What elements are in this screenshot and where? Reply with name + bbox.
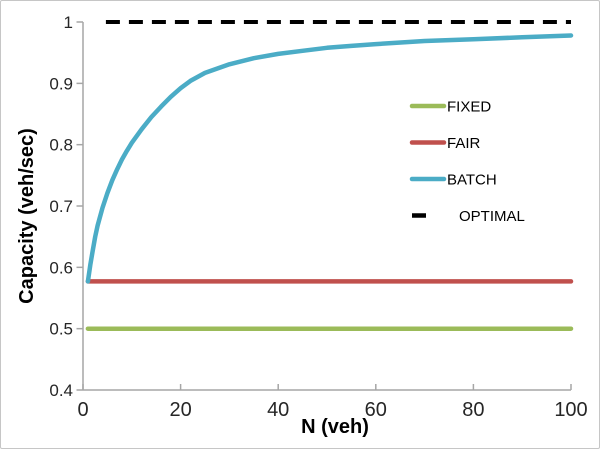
x-tick-label: 0 [77, 399, 88, 421]
y-tick-label: 0.8 [49, 136, 73, 155]
y-axis-title: Capacity (veh/sec) [16, 128, 38, 304]
y-tick-label: 0.5 [49, 320, 73, 339]
legend-label-optimal: OPTIMAL [459, 208, 525, 225]
x-tick-label: 100 [554, 399, 587, 421]
x-axis-title: N (veh) [301, 416, 369, 438]
y-tick-label: 1 [64, 13, 73, 32]
series-line-batch [85, 33, 574, 284]
y-tick-label: 0.7 [49, 197, 73, 216]
series-lines [85, 20, 574, 331]
y-tick-label: 0.6 [49, 258, 73, 277]
y-tick-label: 0.4 [49, 381, 73, 400]
axes: 1 0.9 0.8 0.7 0.6 0.5 0.40 20 40 60 80 100 [49, 13, 587, 421]
legend-label-fair: FAIR [447, 135, 481, 152]
x-tick-label: 40 [267, 399, 289, 421]
legend: FIXED FAIR BATCH OPTIMAL [409, 99, 525, 225]
y-tick-label: 0.9 [49, 74, 73, 93]
x-tick-label: 80 [462, 399, 484, 421]
x-tick-label: 20 [169, 399, 191, 421]
x-tick-label: 60 [365, 399, 387, 421]
legend-label-fixed: FIXED [447, 99, 491, 116]
legend-label-batch: BATCH [447, 172, 497, 189]
